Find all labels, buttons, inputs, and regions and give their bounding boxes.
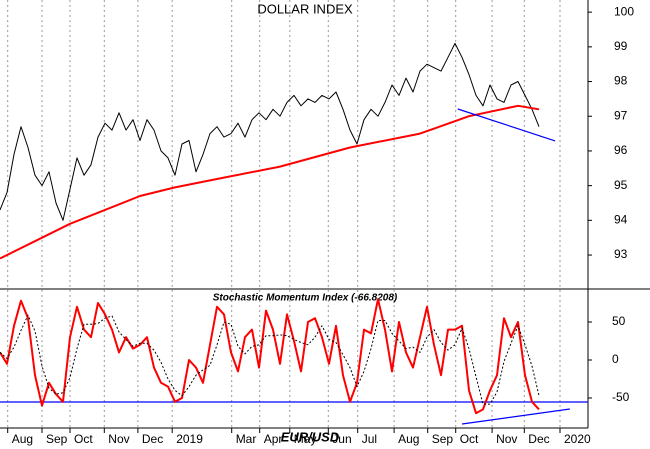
x-tick-label: Jun bbox=[332, 432, 351, 446]
x-tick-label: Mar bbox=[236, 432, 257, 446]
x-tick-label: Aug bbox=[12, 432, 33, 446]
x-tick-label: Oct bbox=[74, 432, 93, 446]
series-line bbox=[457, 108, 556, 142]
x-tick-label: Nov bbox=[108, 432, 129, 446]
series-line bbox=[0, 298, 540, 415]
x-tick-label: May bbox=[294, 432, 317, 446]
x-tick-label: Oct bbox=[460, 432, 479, 446]
y-tick-label: 100 bbox=[614, 4, 634, 18]
series-line bbox=[461, 408, 570, 425]
series-line bbox=[0, 314, 540, 405]
y-tick-label: 93 bbox=[614, 247, 628, 261]
y-tick-label: 0 bbox=[612, 352, 619, 366]
x-tick-label: Dec bbox=[142, 432, 163, 446]
series-line bbox=[0, 104, 540, 260]
x-tick-label: 2019 bbox=[176, 432, 203, 446]
x-tick-label: Dec bbox=[528, 432, 549, 446]
y-tick-label: 97 bbox=[614, 108, 628, 122]
y-tick-label: -50 bbox=[612, 390, 630, 404]
x-tick-label: Sep bbox=[46, 432, 68, 446]
x-tick-label: Nov bbox=[496, 432, 517, 446]
y-tick-label: 98 bbox=[614, 74, 628, 88]
x-tick-label: Apr bbox=[264, 432, 283, 446]
x-tick-label: Aug bbox=[398, 432, 419, 446]
series-line bbox=[0, 42, 540, 221]
y-tick-label: 94 bbox=[614, 213, 628, 227]
y-tick-label: 95 bbox=[614, 178, 628, 192]
x-tick-label: Jul bbox=[362, 432, 377, 446]
x-tick-label: 2020 bbox=[564, 432, 591, 446]
panel-title: Stochastic Momentum Index (-66.8208) bbox=[213, 293, 398, 304]
chart-title: DOLLAR INDEX bbox=[257, 1, 353, 16]
x-tick-label: Sep bbox=[432, 432, 454, 446]
annotation: EUR/USD bbox=[281, 429, 340, 444]
y-tick-label: 96 bbox=[614, 143, 628, 157]
y-tick-label: 99 bbox=[614, 39, 628, 53]
y-tick-label: 50 bbox=[612, 314, 626, 328]
